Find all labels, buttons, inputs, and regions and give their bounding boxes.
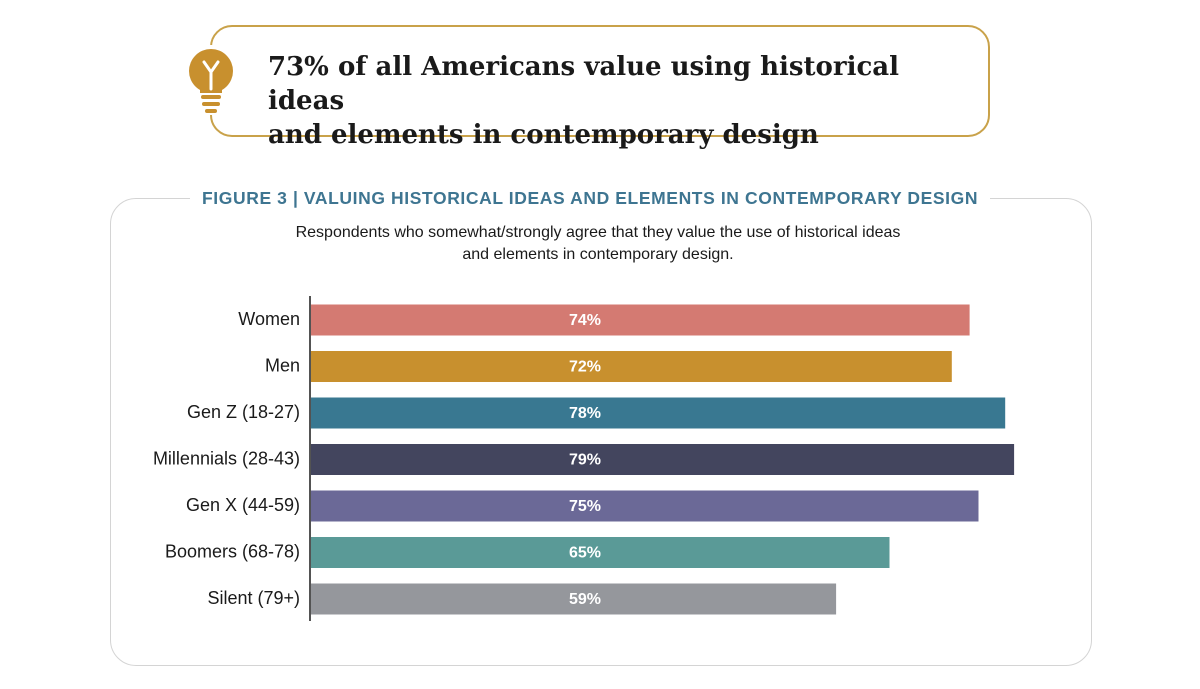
bar-3 <box>311 397 1006 429</box>
figure-subtitle-line-2: and elements in contemporary design. <box>462 246 734 263</box>
figure-subtitle: Respondents who somewhat/strongly agree … <box>200 222 996 266</box>
callout-headline: 73% of all Americans value using histori… <box>268 50 968 152</box>
category-label-2: Men <box>265 355 300 375</box>
bar-7 <box>311 583 837 615</box>
figure-title: FIGURE 3 | VALUING HISTORICAL IDEAS AND … <box>190 186 991 210</box>
value-label-1: 74% <box>569 312 601 329</box>
bar-5 <box>311 490 979 522</box>
value-label-4: 79% <box>569 452 601 469</box>
category-label-1: Women <box>238 309 300 329</box>
bar-6 <box>311 537 890 568</box>
value-label-7: 59% <box>569 591 601 608</box>
callout-line-2: and elements in contemporary design <box>268 120 819 150</box>
value-label-2: 72% <box>569 359 601 376</box>
callout-box <box>210 25 990 137</box>
value-label-6: 65% <box>569 545 601 562</box>
value-label-3: 78% <box>569 405 601 422</box>
lightbulb-icon <box>185 45 237 115</box>
category-label-3: Gen Z (18-27) <box>187 402 300 422</box>
category-label-6: Boomers (68-78) <box>165 541 300 561</box>
value-label-5: 75% <box>569 498 601 515</box>
bar-1 <box>311 304 970 336</box>
category-label-5: Gen X (44-59) <box>186 495 300 515</box>
bar-4 <box>311 444 1015 475</box>
category-label-4: Millennials (28-43) <box>153 448 300 468</box>
category-label-7: Silent (79+) <box>207 588 300 608</box>
callout-line-1: 73% of all Americans value using histori… <box>268 52 900 116</box>
bar-2 <box>311 351 952 382</box>
bar-chart: Women 74% Men 72% Gen Z (18-27) 78% Millennial… <box>153 296 1015 621</box>
figure-subtitle-line-1: Respondents who somewhat/strongly agree … <box>295 224 901 241</box>
